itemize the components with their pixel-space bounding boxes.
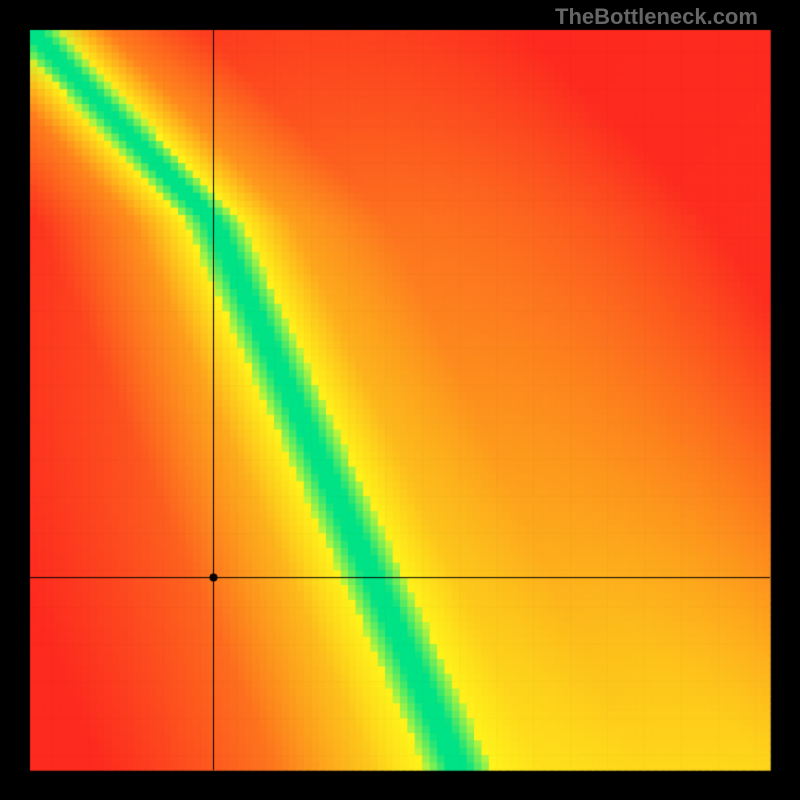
chart-container: TheBottleneck.com xyxy=(0,0,800,800)
heatmap-canvas xyxy=(0,0,800,800)
watermark-text: TheBottleneck.com xyxy=(555,4,758,30)
